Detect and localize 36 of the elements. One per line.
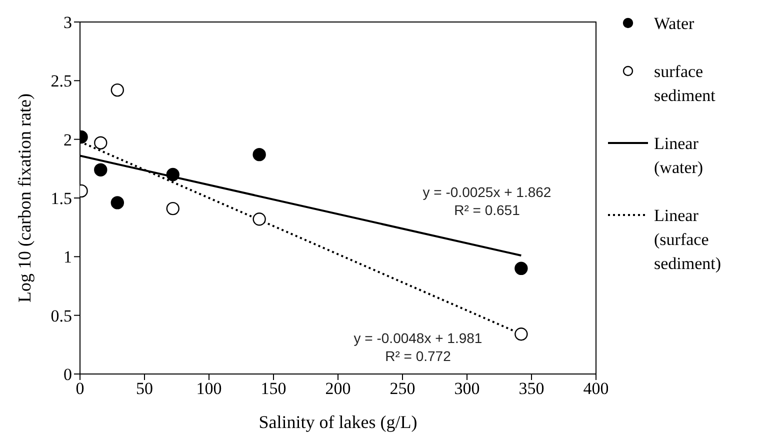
x-tick-label: 400 — [583, 379, 609, 398]
point — [166, 202, 180, 216]
y-tick-label: 1 — [64, 248, 72, 267]
y-tick-label: 0 — [64, 365, 72, 384]
annotation: y = -0.0025x + 1.862 — [422, 184, 552, 200]
x-tick-label: 100 — [196, 379, 222, 398]
point — [94, 163, 108, 176]
x-tick-label: 300 — [454, 379, 480, 398]
x-tick-label: 150 — [260, 379, 286, 398]
annotation: R² = 0.651 — [454, 202, 520, 218]
x-tick-label: 350 — [518, 379, 544, 398]
point — [514, 328, 528, 341]
point — [252, 148, 266, 162]
point — [110, 196, 124, 210]
point — [252, 212, 266, 226]
annotation: y = -0.0048x + 1.981 — [354, 330, 482, 346]
x-axis-title: Salinity of lakes (g/L) — [258, 412, 418, 432]
legend-label: Linear (surface sediment) — [654, 205, 722, 275]
x-tick-label: 200 — [325, 379, 351, 398]
x-tick-label: 0 — [76, 379, 84, 398]
x-tick-label: 250 — [390, 379, 416, 398]
legend-label: Linear (water) — [654, 133, 704, 179]
legend-label: surface sediment — [654, 61, 716, 107]
point — [514, 262, 528, 275]
legend-label: Water — [654, 13, 696, 35]
x-tick-label: 50 — [136, 379, 153, 398]
y-tick-label: 2 — [64, 130, 72, 150]
y-tick-label: 2.5 — [50, 72, 72, 91]
point — [110, 83, 124, 97]
y-tick-label: 1.5 — [50, 189, 72, 208]
y-tick-label: 3 — [64, 13, 72, 32]
annotation: R² = 0.772 — [385, 348, 451, 364]
y-tick-label: 0.5 — [50, 306, 72, 326]
y-axis-title: Log 10 (carbon fixation rate) — [14, 94, 34, 302]
point — [166, 168, 180, 182]
point — [94, 136, 108, 150]
